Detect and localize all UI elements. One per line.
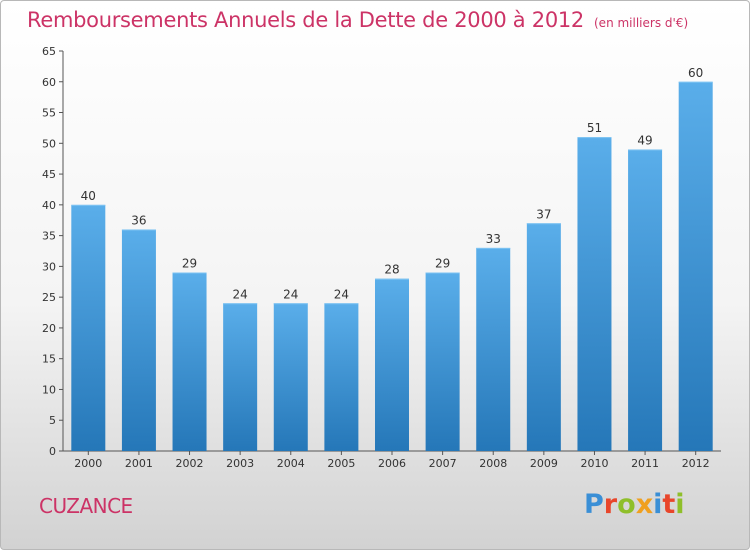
- x-tick-label-2002: 2002: [176, 457, 204, 470]
- y-tick-label: 30: [42, 260, 56, 273]
- y-tick-label: 40: [42, 199, 56, 212]
- y-tick-label: 5: [49, 414, 56, 427]
- y-tick-label: 0: [49, 445, 56, 458]
- logo-letter: o: [617, 489, 636, 520]
- y-tick-label: 55: [42, 107, 56, 120]
- bar-2000: [71, 204, 106, 451]
- value-label-2000: 40: [81, 189, 96, 203]
- value-label-2001: 36: [131, 213, 146, 227]
- bar-2012: [678, 81, 713, 452]
- bar-2005: [324, 303, 359, 451]
- y-tick-label: 60: [42, 76, 56, 89]
- commune-name: CUZANCE: [39, 494, 133, 518]
- value-label-2007: 29: [435, 257, 450, 271]
- y-tick-label: 65: [42, 45, 56, 58]
- value-label-2003: 24: [233, 287, 248, 301]
- x-tick-label-2003: 2003: [226, 457, 254, 470]
- x-tick-label-2008: 2008: [479, 457, 507, 470]
- y-tick-label: 35: [42, 230, 56, 243]
- y-tick-label: 25: [42, 291, 56, 304]
- logo-letter: i: [653, 489, 663, 520]
- proxiti-logo: Proxiti: [584, 489, 685, 520]
- x-tick-label-2011: 2011: [631, 457, 659, 470]
- x-tick-label-2004: 2004: [277, 457, 305, 470]
- value-label-2002: 29: [182, 257, 197, 271]
- y-tick-label: 10: [42, 383, 56, 396]
- chart-title-line: Remboursements Annuels de la Dette de 20…: [27, 8, 688, 32]
- bar-2004: [273, 303, 308, 451]
- bar-2011: [628, 149, 663, 451]
- chart-subtitle: (en milliers d'€): [594, 16, 689, 30]
- y-tick-label: 15: [42, 353, 56, 366]
- value-label-2012: 60: [688, 66, 703, 80]
- value-label-2008: 33: [486, 232, 501, 246]
- logo-letter: P: [584, 489, 604, 520]
- x-tick-label-2006: 2006: [378, 457, 406, 470]
- value-label-2011: 49: [637, 133, 652, 147]
- x-tick-label-2010: 2010: [580, 457, 608, 470]
- logo-letter: i: [675, 489, 685, 520]
- x-tick-label-2005: 2005: [327, 457, 355, 470]
- y-tick-label: 45: [42, 168, 56, 181]
- chart-title: Remboursements Annuels de la Dette de 20…: [27, 8, 584, 32]
- bar-2006: [375, 278, 409, 451]
- logo-letter: t: [662, 489, 676, 520]
- x-tick-label-2007: 2007: [429, 457, 457, 470]
- bar-2010: [577, 137, 612, 451]
- value-label-2004: 24: [283, 287, 298, 301]
- y-tick-label: 50: [42, 137, 56, 150]
- value-label-2009: 37: [536, 207, 551, 221]
- bar-2001: [121, 229, 156, 451]
- bar-2002: [172, 272, 207, 451]
- bar-2003: [223, 303, 258, 451]
- bar-2007: [425, 272, 460, 451]
- bar-2009: [526, 223, 561, 451]
- x-tick-label-2001: 2001: [125, 457, 153, 470]
- value-label-2005: 24: [334, 287, 349, 301]
- y-tick-label: 20: [42, 322, 56, 335]
- x-tick-label-2009: 2009: [530, 457, 558, 470]
- x-tick-label-2012: 2012: [682, 457, 710, 470]
- axes: 0 5 10 15 20 25 30 35 40 45 50 55 60 65 2000 2001 2002 20…: [42, 45, 721, 470]
- bar-2008: [476, 247, 511, 451]
- logo-letter: r: [603, 489, 618, 520]
- bars: 40 36 29 24 24 24 28 29 33 37 51 49 60: [71, 66, 713, 452]
- x-tick-label-2000: 2000: [74, 457, 102, 470]
- value-label-2006: 28: [384, 263, 399, 277]
- value-label-2010: 51: [587, 121, 602, 135]
- logo-letter: x: [635, 489, 654, 520]
